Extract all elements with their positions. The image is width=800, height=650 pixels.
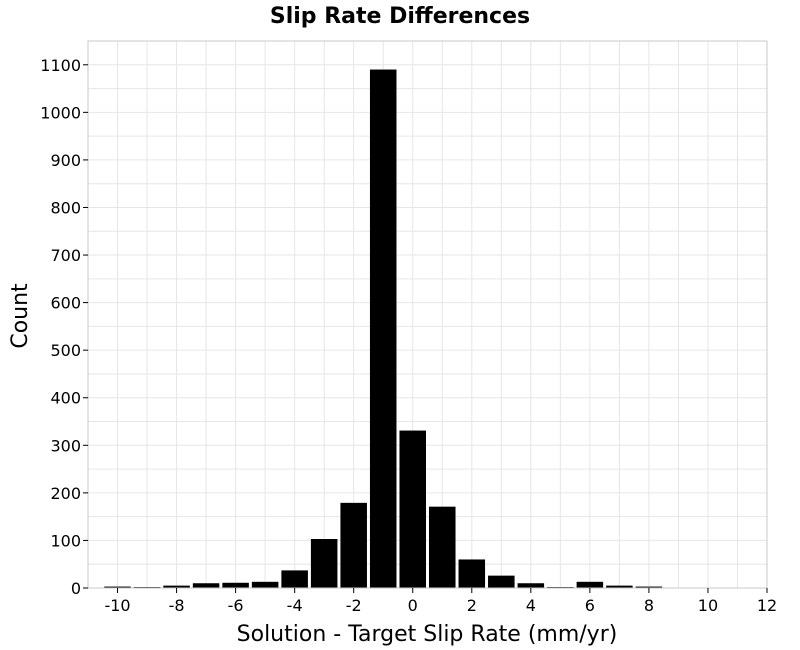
x-tick-label: 12 [757,596,777,615]
y-tick-label: 1000 [40,103,81,122]
histogram-bar [635,586,663,588]
histogram-bar [163,585,190,588]
histogram-bar [399,430,426,588]
y-tick-label: 300 [50,436,81,455]
y-tick-label: 200 [50,484,81,503]
x-tick-label: -8 [169,596,185,615]
x-axis-label: Solution - Target Slip Rate (mm/yr) [237,622,618,647]
x-tick-label: 10 [698,596,718,615]
y-tick-label: 600 [50,294,81,313]
x-tick-label: -4 [287,596,303,615]
x-tick-label: -10 [104,596,130,615]
y-tick-label: 800 [50,198,81,217]
y-tick-label: 700 [50,246,81,265]
histogram-bar [281,570,308,588]
x-tick-label: 8 [644,596,654,615]
x-tick-label: 0 [408,596,418,615]
x-axis-ticks: -10 -8 -6 -4 -2 0 2 4 6 8 10 12 [104,588,777,615]
x-tick-label: -6 [228,596,244,615]
histogram-bar [222,582,249,588]
grid-lines [87,40,768,589]
y-axis-ticks: 0 100 200 300 400 500 600 700 800 900 1000 1100 [40,56,88,598]
y-tick-label: 1100 [40,56,81,75]
bars [104,69,663,589]
histogram-bar [104,586,131,588]
histogram-bar [606,585,633,588]
x-tick-label: 6 [585,596,595,615]
histogram-bar [517,583,545,588]
histogram-bar [340,502,367,588]
histogram-bar [251,581,279,588]
histogram-bar [310,539,338,588]
histogram-bar [458,559,486,588]
y-tick-label: 400 [50,389,81,408]
y-axis-label: Count [8,283,33,349]
histogram-bar [488,575,515,588]
histogram-bar [429,506,456,588]
x-tick-label: -2 [346,596,362,615]
y-tick-label: 900 [50,151,81,170]
y-tick-label: 100 [50,531,81,550]
plot-frame [87,40,768,589]
x-tick-label: 2 [467,596,477,615]
y-tick-label: 0 [71,579,81,598]
x-tick-label: 4 [526,596,536,615]
histogram-bar [576,581,604,588]
histogram-bar [369,69,397,589]
y-tick-label: 500 [50,341,81,360]
chart-title: Slip Rate Differences [270,4,530,29]
histogram-bar [192,583,220,588]
